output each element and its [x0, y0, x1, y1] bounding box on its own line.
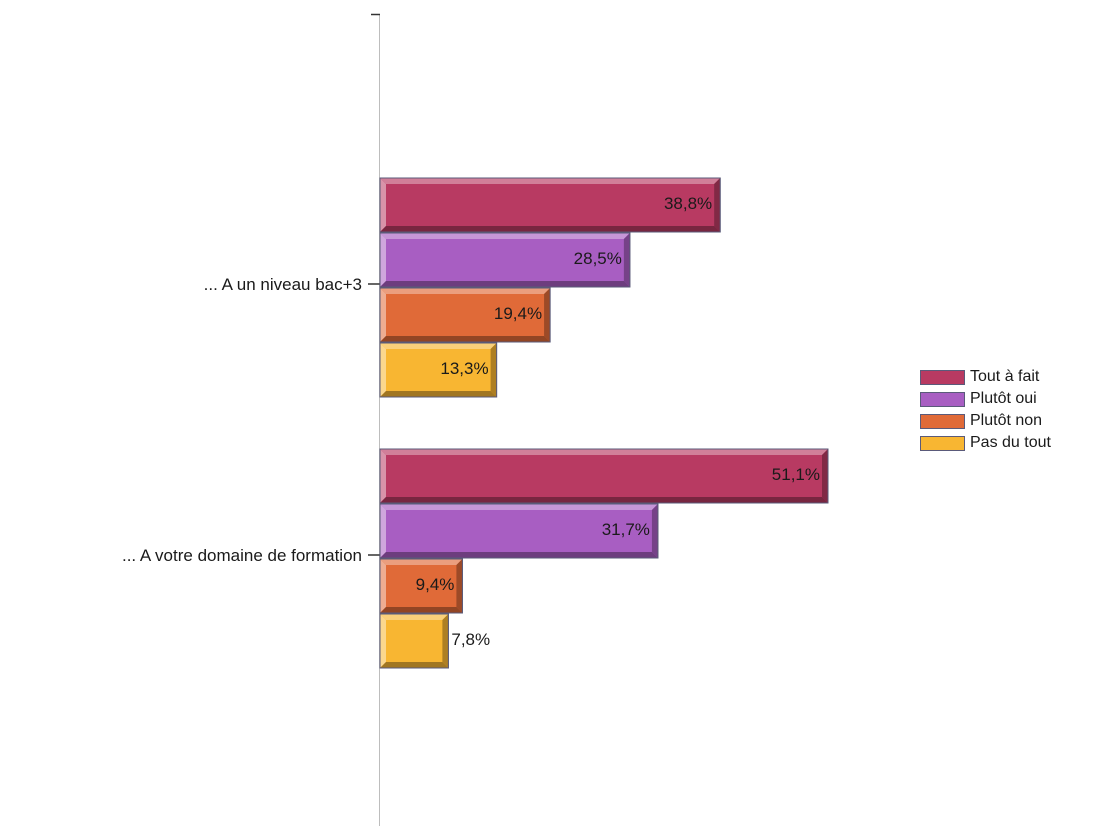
bar-bevel-left: [380, 288, 386, 342]
bar-body: [379, 503, 659, 559]
bar-bevel-bottom: [380, 662, 449, 668]
bar-value-label: 51,1%: [772, 465, 820, 484]
bar-bevel-left: [380, 449, 386, 503]
bar-bevel-right: [544, 288, 551, 342]
legend-item-tout-a-fait: Tout à fait: [920, 366, 1051, 388]
bar-bevel-bottom: [380, 336, 551, 342]
bar-value-label: 9,4%: [416, 575, 455, 594]
bar-bevel-right: [714, 178, 721, 232]
bar-bevel-right: [442, 614, 449, 668]
bar-outline: [379, 503, 659, 559]
bar-bevel-right: [623, 233, 630, 287]
bar-value-label: 28,5%: [574, 249, 622, 268]
bar-bevel-right: [456, 559, 463, 613]
bar-bevel-top: [380, 559, 463, 565]
legend-swatch: [920, 369, 965, 385]
bar: [379, 503, 659, 559]
bar-bevel-top: [380, 449, 828, 455]
legend-label: Pas du tout: [970, 434, 1051, 451]
bar-body: [379, 448, 829, 504]
bar-value-label: 13,3%: [440, 359, 488, 378]
bar: [379, 448, 829, 504]
category-label: ... A un niveau bac+3: [204, 275, 362, 294]
bar-bevel-bottom: [380, 552, 658, 558]
bar-outline: [379, 287, 551, 343]
legend-item-plutot-non: Plutôt non: [920, 410, 1051, 432]
bar-bevel-top: [380, 233, 630, 239]
category-label: ... A votre domaine de formation: [122, 546, 362, 565]
bar-bevel-left: [380, 559, 386, 613]
bar-bevel-left: [380, 504, 386, 558]
bar-outline: [379, 448, 829, 504]
bar-body: [379, 177, 721, 233]
bar-bevel-top: [380, 288, 551, 294]
legend-swatch: [920, 413, 965, 429]
legend-item-pas-du-tout: Pas du tout: [920, 432, 1051, 454]
legend-swatch: [920, 391, 965, 407]
bar-bevel-right: [490, 343, 497, 397]
bar-outline: [379, 558, 463, 614]
legend-label: Tout à fait: [970, 368, 1040, 385]
bar: [379, 613, 449, 669]
bar-bevel-bottom: [380, 607, 463, 613]
bar-bevel-bottom: [380, 226, 721, 232]
legend-item-plutot-oui: Plutôt oui: [920, 388, 1051, 410]
bars-layer: ... A un niveau bac+3 38,8% 28,5% 19,4% 13,3…: [122, 177, 829, 669]
legend-label: Plutôt non: [970, 412, 1043, 429]
bar-value-label: 19,4%: [494, 304, 542, 323]
legend: Tout à fait Plutôt oui Plutôt non Pas du…: [920, 366, 1051, 454]
bar-bevel-left: [380, 233, 386, 287]
bar-value-label: 38,8%: [664, 194, 712, 213]
bar: [379, 232, 631, 288]
bar-bevel-bottom: [380, 497, 828, 503]
bar-bevel-left: [380, 614, 386, 668]
bar-bevel-bottom: [380, 281, 630, 287]
bar-bevel-top: [380, 504, 658, 510]
bar-bevel-bottom: [380, 391, 497, 397]
bar-bevel-left: [380, 178, 386, 232]
bar-bevel-right: [822, 449, 828, 503]
bar-value-label: 31,7%: [602, 520, 650, 539]
bar-bevel-right: [651, 504, 658, 558]
bar-bevel-top: [380, 178, 721, 184]
bar-outline: [379, 232, 631, 288]
bar: [379, 287, 551, 343]
bar: [379, 177, 721, 233]
bar: [379, 558, 463, 614]
bar-bevel-top: [380, 614, 449, 620]
bar-value-label: 7,8%: [451, 630, 490, 649]
bar-outline: [379, 177, 721, 233]
bar: [379, 342, 498, 398]
legend-label: Plutôt oui: [970, 390, 1037, 407]
bar-body: [379, 613, 449, 669]
bar-bevel-left: [380, 343, 386, 397]
bar-bevel-top: [380, 343, 497, 349]
bar-outline: [379, 613, 449, 669]
bar-outline: [379, 342, 498, 398]
legend-swatch: [920, 435, 965, 451]
